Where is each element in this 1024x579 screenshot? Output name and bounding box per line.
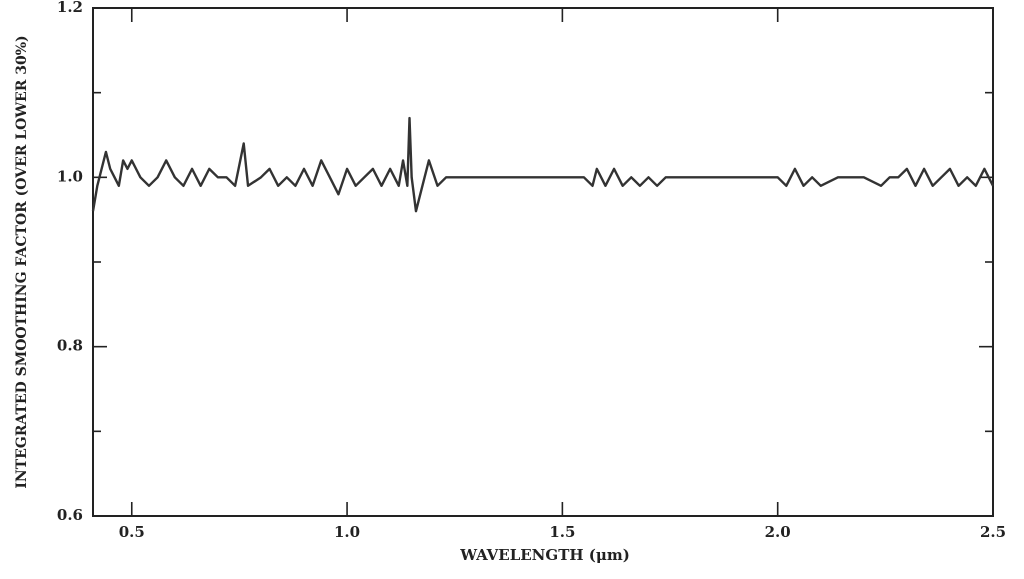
y-tick-label: 1.2 [57,0,83,16]
y-axis-label: INTEGRATED SMOOTHING FACTOR (OVER LOWER … [14,35,30,488]
x-tick-label: 1.0 [334,523,360,541]
y-tick-label: 0.8 [57,337,83,355]
x-tick-label: 2.0 [765,523,791,541]
x-tick-label: 0.5 [119,523,145,541]
plot-frame [92,7,994,517]
y-tick-label: 0.6 [57,506,83,524]
x-tick-label: 2.5 [980,523,1006,541]
y-tick-label: 1.0 [57,167,83,185]
x-axis-label: WAVELENGTH (μm) [459,546,630,564]
x-tick-label: 1.5 [549,523,575,541]
data-line [91,116,995,213]
